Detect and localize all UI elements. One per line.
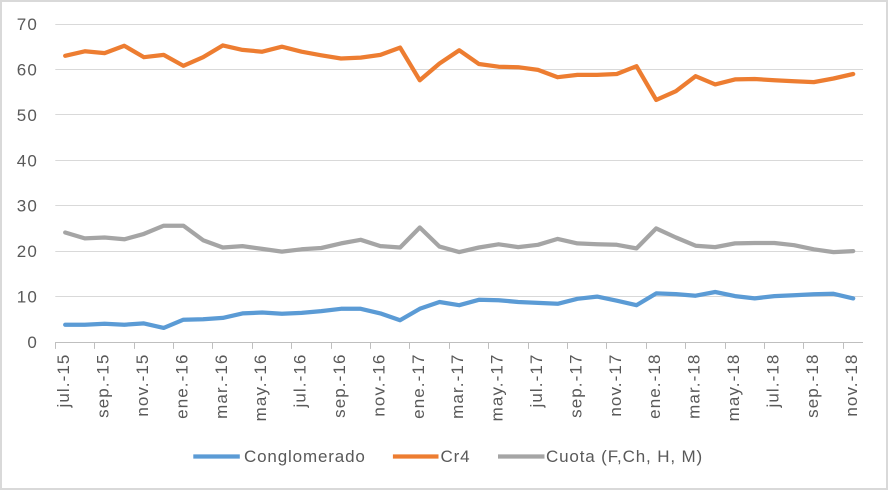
svg-text:40: 40 <box>17 151 38 170</box>
svg-text:nov.-17: nov.-17 <box>606 354 625 417</box>
svg-text:60: 60 <box>17 60 38 79</box>
svg-text:sep.-15: sep.-15 <box>94 354 113 418</box>
svg-text:Cuota (F,Ch, H, M): Cuota (F,Ch, H, M) <box>546 447 703 466</box>
svg-text:jul.-15: jul.-15 <box>54 354 73 409</box>
svg-text:nov.-18: nov.-18 <box>842 354 861 417</box>
svg-text:sep.-18: sep.-18 <box>803 354 822 418</box>
svg-text:may.-17: may.-17 <box>488 354 507 422</box>
svg-text:ene.-16: ene.-16 <box>172 354 191 419</box>
svg-text:30: 30 <box>17 197 38 216</box>
svg-text:mar.-17: mar.-17 <box>448 354 467 419</box>
svg-text:jul.-18: jul.-18 <box>763 354 782 409</box>
svg-text:sep.-17: sep.-17 <box>566 354 585 418</box>
svg-text:20: 20 <box>17 242 38 261</box>
svg-text:sep.-16: sep.-16 <box>330 354 349 418</box>
svg-text:mar.-16: mar.-16 <box>212 354 231 419</box>
svg-text:50: 50 <box>17 106 38 125</box>
svg-text:70: 70 <box>17 15 38 34</box>
svg-text:may.-18: may.-18 <box>724 354 743 422</box>
svg-text:Conglomerado: Conglomerado <box>244 447 366 466</box>
svg-text:10: 10 <box>17 288 38 307</box>
svg-text:Cr4: Cr4 <box>441 447 471 466</box>
svg-text:may.-16: may.-16 <box>251 354 270 422</box>
svg-text:ene.-18: ene.-18 <box>645 354 664 419</box>
svg-text:jul.-17: jul.-17 <box>527 354 546 409</box>
svg-text:ene.-17: ene.-17 <box>409 354 428 419</box>
svg-text:jul.-16: jul.-16 <box>291 354 310 409</box>
svg-text:nov.-16: nov.-16 <box>369 354 388 417</box>
svg-text:mar.-18: mar.-18 <box>685 354 704 419</box>
svg-text:0: 0 <box>27 333 38 352</box>
svg-text:nov.-15: nov.-15 <box>133 354 152 417</box>
